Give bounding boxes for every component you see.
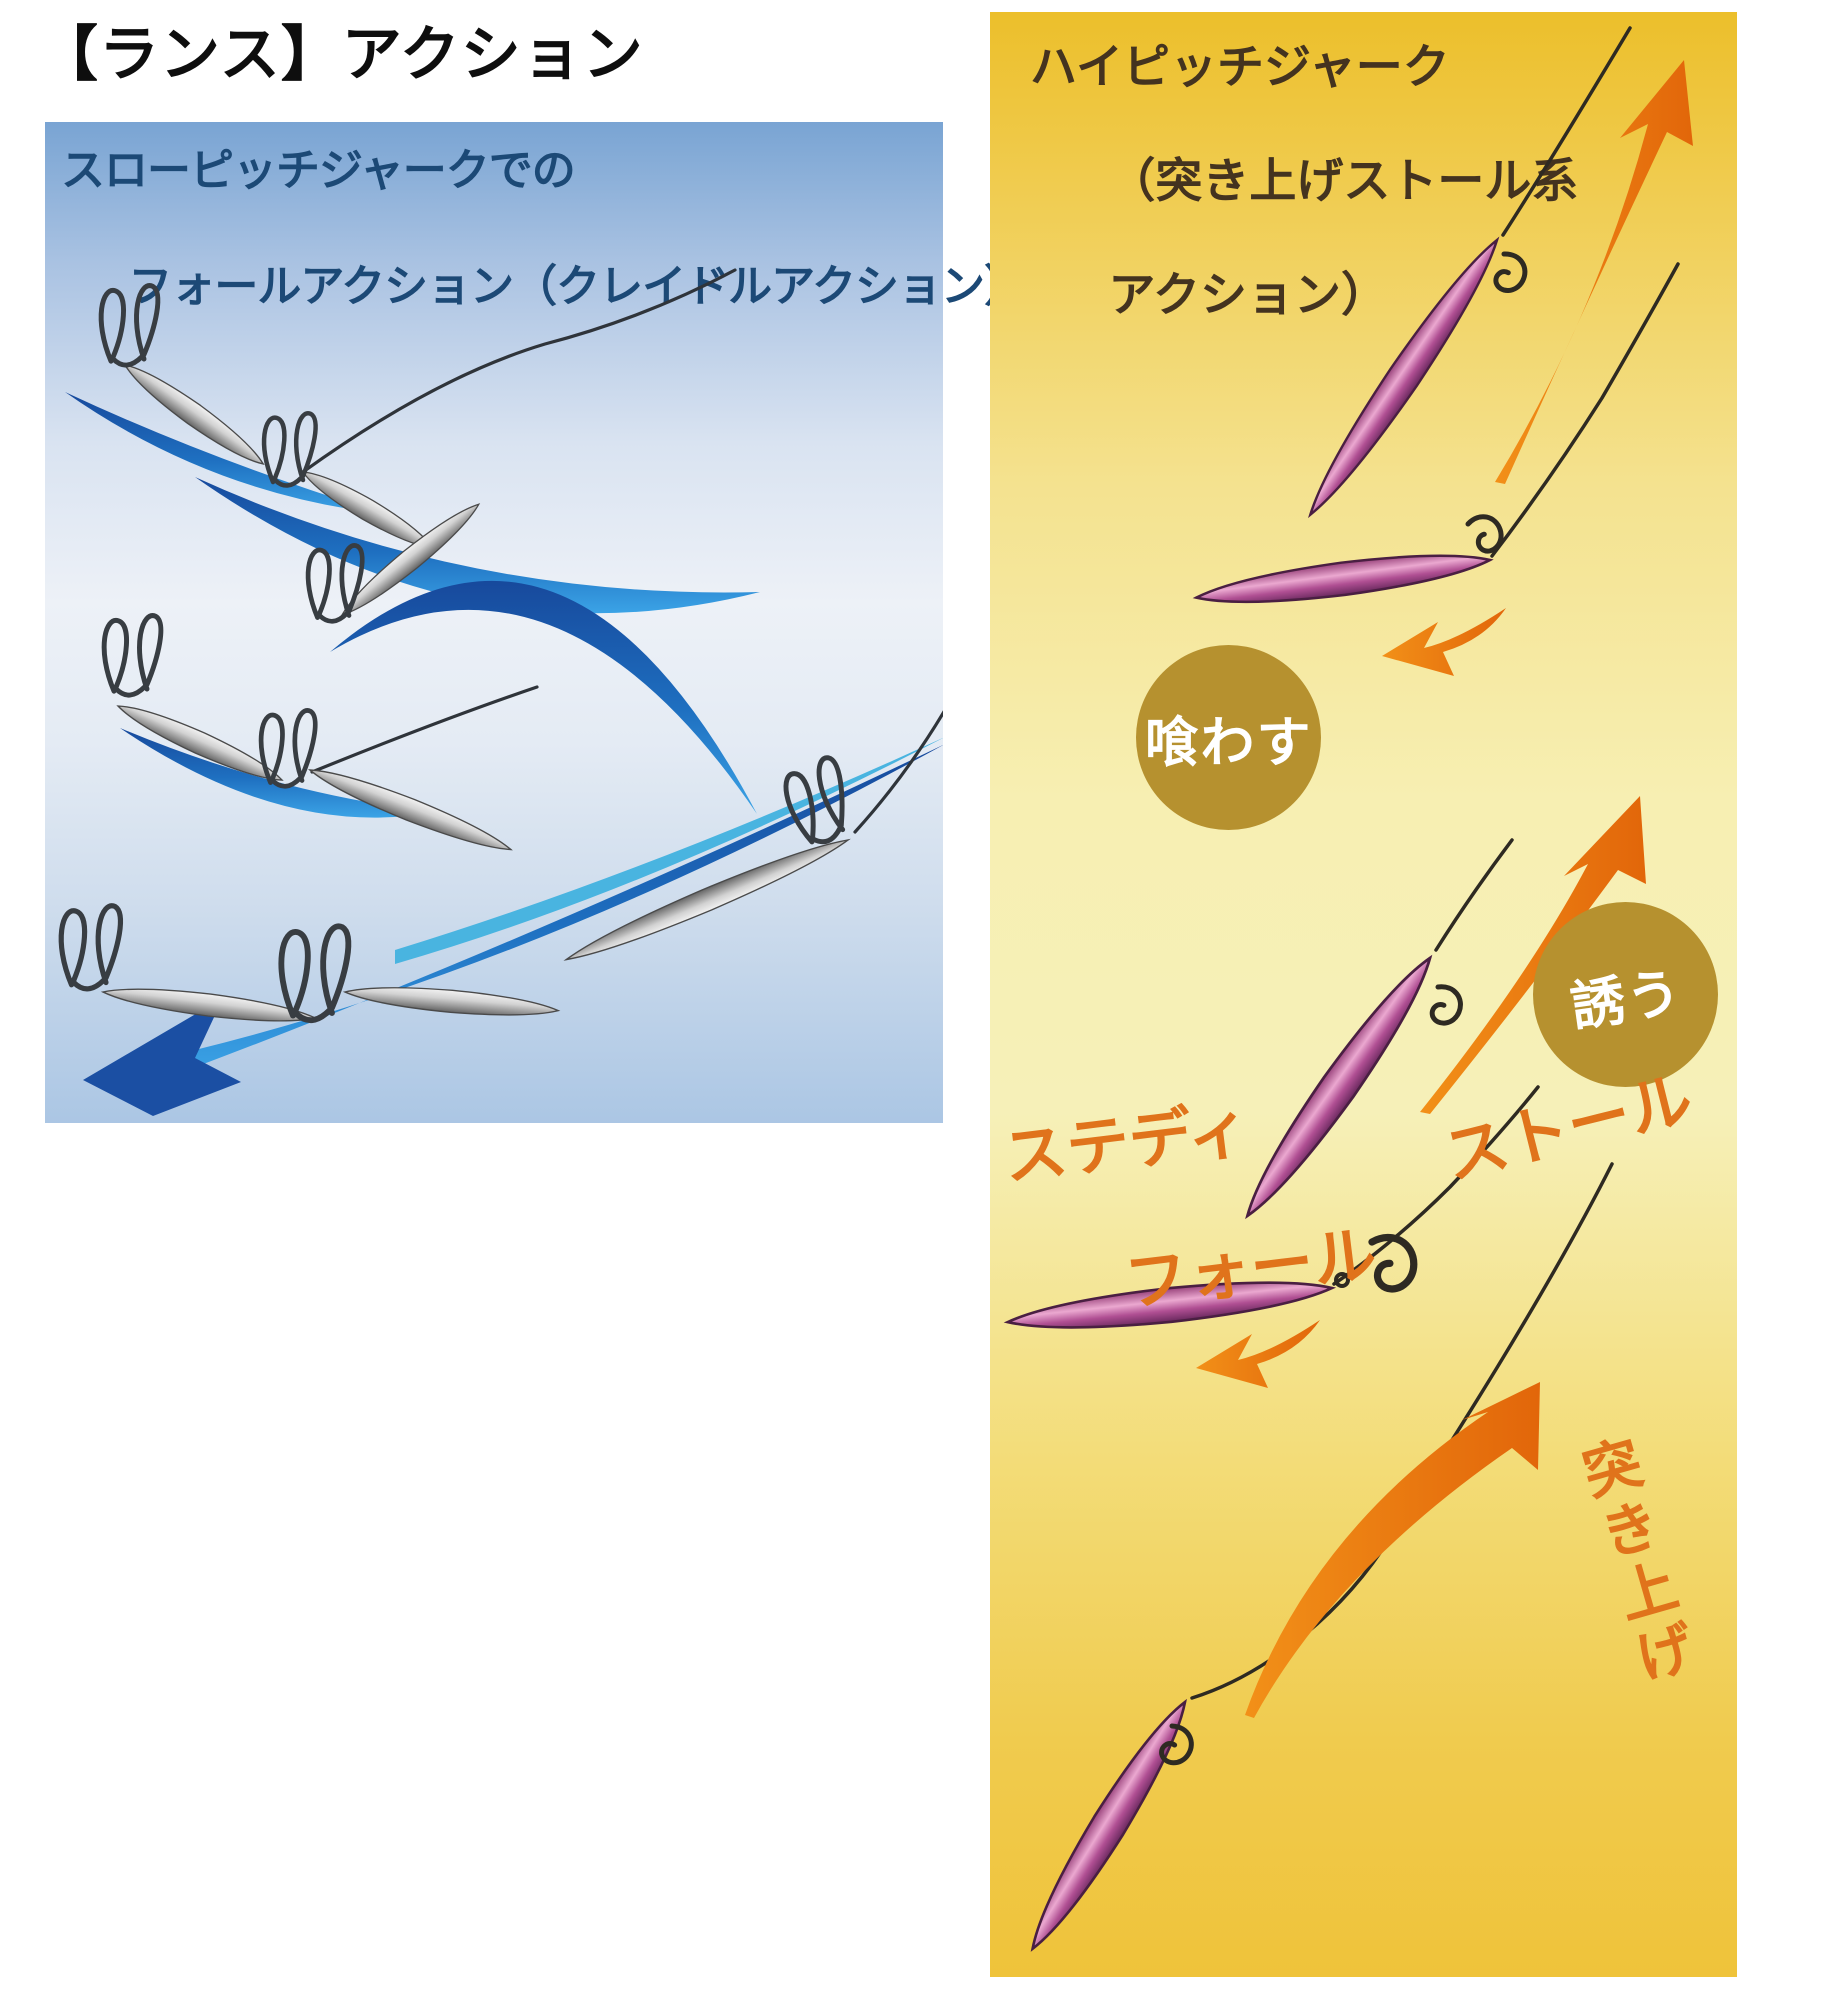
jig-icon <box>343 980 561 1023</box>
page-title: 【ランス】アクション <box>38 21 644 88</box>
fishing-line <box>301 268 737 474</box>
badge-bite-label: 喰わす <box>1144 713 1313 773</box>
hook-icon <box>779 756 857 849</box>
label-steady-fall: ステディ フォール <box>1000 1080 1380 1332</box>
slow-pitch-panel: スローピッチジャークでの フォールアクション（クレイドルアクション） <box>45 122 1028 1123</box>
jerk-up-arrow-icon <box>1420 796 1646 1114</box>
fishing-line <box>310 685 539 774</box>
stall-fall-arrow-icon <box>1196 1320 1320 1388</box>
hook-icon <box>1494 253 1529 295</box>
swoosh-arc-icon <box>330 580 757 814</box>
fishing-line <box>1501 26 1632 237</box>
high-pitch-caption-line2: （突き上げストール系 <box>1108 154 1579 207</box>
hook-icon <box>1431 986 1464 1026</box>
fishing-line <box>1332 1085 1540 1286</box>
fishing-line <box>1490 262 1680 558</box>
jig-icon <box>1192 542 1494 616</box>
jig-icon <box>1016 1691 1201 1960</box>
hook-icon <box>101 286 158 365</box>
jig-icon <box>1295 229 1512 525</box>
fishing-line <box>1434 838 1514 952</box>
line-ring-icon <box>1334 1272 1350 1288</box>
badge-lure: 誘う <box>1533 902 1718 1087</box>
high-pitch-caption-line3: アクション） <box>1108 268 1389 321</box>
fall-arrow-icon <box>177 744 943 1074</box>
high-pitch-caption-line1: ハイピッチジャーク <box>1030 40 1450 93</box>
jerk-up-arrow-icon <box>1245 1382 1540 1718</box>
high-pitch-caption: ハイピッチジャーク （突き上げストール系 アクション） <box>1030 38 1578 323</box>
fishing-line <box>853 710 943 834</box>
badge-bite: 喰わす <box>1136 645 1321 830</box>
fall-arrowhead-icon <box>83 998 241 1116</box>
high-pitch-panel: ハイピッチジャーク （突き上げストール系 アクション） <box>990 12 1737 1977</box>
hook-icon <box>61 906 120 989</box>
right-panel-art <box>1004 26 1693 1960</box>
hook-icon <box>1466 510 1507 555</box>
swoosh-arc-icon <box>395 737 943 964</box>
hook-icon <box>104 616 161 695</box>
slow-pitch-caption-line2: フォールアクション（クレイドルアクション） <box>128 262 1028 311</box>
stall-fall-arrow-icon <box>1382 608 1506 676</box>
hook-icon <box>281 926 348 1020</box>
slow-pitch-caption: スローピッチジャークでの フォールアクション（クレイドルアクション） <box>61 142 1028 316</box>
hook-icon <box>261 710 315 786</box>
slow-pitch-caption-line1: スローピッチジャークでの <box>61 146 576 195</box>
badge-lure-label: 誘う <box>1566 962 1686 1038</box>
jerk-up-arrow-icon <box>1495 60 1693 484</box>
left-panel-art <box>45 268 943 1116</box>
